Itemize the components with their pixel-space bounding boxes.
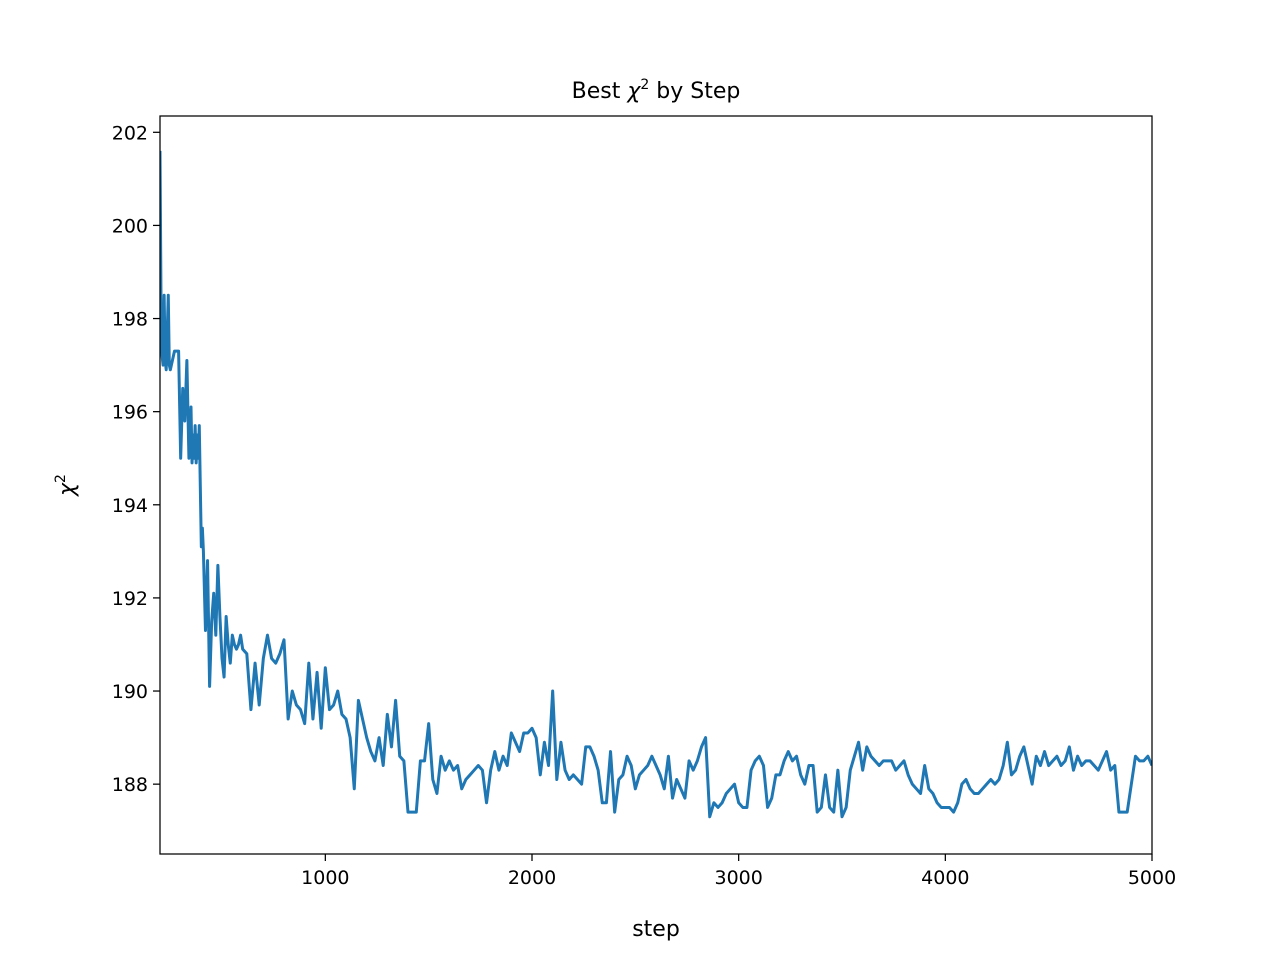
plot-area — [159, 115, 1153, 855]
y-tick-label: 188 — [112, 774, 148, 796]
y-tick-label: 194 — [112, 495, 148, 517]
axes-frame — [159, 115, 1153, 855]
y-tick-label: 190 — [112, 681, 148, 703]
title-symbol: χ — [626, 79, 641, 104]
y-tick-label: 192 — [112, 588, 148, 610]
y-tick-label: 198 — [112, 309, 148, 331]
y-label-superscript: 2 — [53, 474, 69, 483]
x-axis-ticks: 1000 2000 3000 4000 5000 — [301, 854, 1176, 889]
y-label-symbol: χ — [55, 482, 80, 497]
x-tick-label: 1000 — [301, 867, 349, 889]
series-layer — [160, 150, 1152, 819]
x-tick-label: 2000 — [508, 867, 556, 889]
x-tick-label: 3000 — [714, 867, 762, 889]
title-suffix: by Step — [649, 79, 740, 104]
y-tick-label: 200 — [112, 215, 148, 237]
x-tick-label: 4000 — [921, 867, 969, 889]
x-axis-label: step — [632, 917, 680, 942]
y-tick-label: 196 — [112, 402, 148, 424]
title-prefix: Best — [572, 79, 628, 104]
y-axis-ticks: 188 190 192 194 196 198 200 202 — [112, 122, 160, 796]
x-tick-label: 5000 — [1128, 867, 1176, 889]
y-axis-label: χ2 — [53, 474, 80, 497]
title-superscript: 2 — [640, 77, 649, 93]
y-tick-label: 202 — [112, 122, 148, 144]
chart-title: Best χ2 by Step — [572, 77, 741, 104]
series-line-0 — [160, 150, 1152, 819]
